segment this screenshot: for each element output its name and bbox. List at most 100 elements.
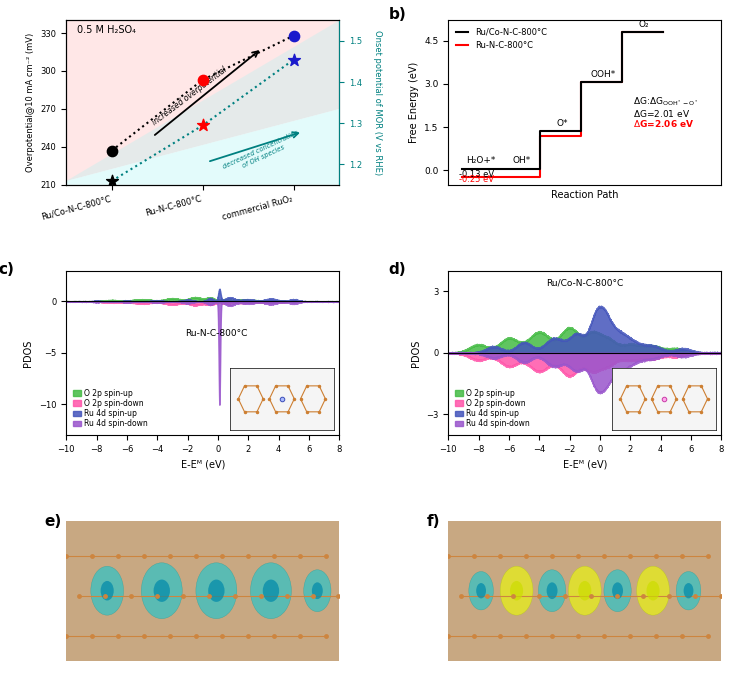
Ellipse shape <box>684 583 693 599</box>
Text: 0.5 M H₂SO₄: 0.5 M H₂SO₄ <box>77 25 136 35</box>
Ru/Co-N-C-800°C <box>577 127 586 136</box>
Ellipse shape <box>500 567 533 615</box>
Ellipse shape <box>612 582 623 599</box>
Y-axis label: PDOS: PDOS <box>411 339 421 366</box>
Y-axis label: Free Energy (eV): Free Energy (eV) <box>408 62 419 143</box>
Ellipse shape <box>510 581 523 601</box>
Ru/Co-N-C-800°C <box>458 165 467 173</box>
Text: $\Delta$G=2.06 eV: $\Delta$G=2.06 eV <box>632 118 694 129</box>
Line: Ru/Co-N-C-800°C: Ru/Co-N-C-800°C <box>462 32 663 169</box>
Ru/Co-N-C-800°C <box>536 127 545 136</box>
Ru/Co-N-C-800°C <box>618 28 627 36</box>
Ru/Co-N-C-800°C <box>621 28 630 36</box>
Text: OOH*: OOH* <box>590 70 616 79</box>
X-axis label: Reaction Path: Reaction Path <box>551 190 618 200</box>
Polygon shape <box>66 20 339 181</box>
Y-axis label: PDOS: PDOS <box>24 339 33 366</box>
Ru/Co-N-C-800°C <box>539 127 548 136</box>
Ru/Co-N-C-800°C <box>495 165 504 173</box>
X-axis label: E-Eᴹ (eV): E-Eᴹ (eV) <box>562 459 607 469</box>
Ru-N-C-800°C <box>536 172 545 180</box>
Point <box>106 176 118 187</box>
Ru/Co-N-C-800°C <box>659 28 668 36</box>
X-axis label: E-Eᴹ (eV): E-Eᴹ (eV) <box>180 459 225 469</box>
Legend: O 2p spin-up, O 2p spin-down, Ru 4d spin-up, Ru 4d spin-down: O 2p spin-up, O 2p spin-down, Ru 4d spin… <box>452 385 533 431</box>
Ru-N-C-800°C <box>618 78 627 86</box>
Text: -0.13 eV: -0.13 eV <box>459 170 494 179</box>
Text: increased overpotential: increased overpotential <box>150 65 228 127</box>
Ru/Co-N-C-800°C <box>618 78 627 86</box>
Polygon shape <box>66 20 339 181</box>
Ru/Co-N-C-800°C <box>577 78 586 86</box>
Text: $\Delta$G:$\Delta$G$_{\mathrm{OOH^*-O^*}}$: $\Delta$G:$\Delta$G$_{\mathrm{OOH^*-O^*}… <box>632 95 698 108</box>
Point <box>106 145 118 156</box>
Text: b): b) <box>389 7 406 22</box>
Ellipse shape <box>547 582 558 599</box>
Ellipse shape <box>539 570 566 612</box>
Text: decreased concentration
of OH species: decreased concentration of OH species <box>222 130 302 176</box>
Ru/Co-N-C-800°C <box>618 78 627 86</box>
Ru-N-C-800°C <box>458 172 467 180</box>
Ru/Co-N-C-800°C <box>495 165 504 173</box>
Ru-N-C-800°C <box>495 172 504 180</box>
Y-axis label: Onset potential of MOR (V vs RHE): Onset potential of MOR (V vs RHE) <box>372 30 381 175</box>
Text: f): f) <box>426 514 440 529</box>
Text: e): e) <box>44 514 62 529</box>
Ellipse shape <box>196 563 237 618</box>
Ru-N-C-800°C <box>618 78 627 86</box>
Text: OH*: OH* <box>512 157 531 165</box>
Polygon shape <box>66 109 339 185</box>
Ellipse shape <box>568 567 601 615</box>
Point <box>197 74 208 85</box>
Point <box>197 120 208 131</box>
Ellipse shape <box>208 580 224 602</box>
Ellipse shape <box>91 567 124 615</box>
Ellipse shape <box>604 570 631 612</box>
Ellipse shape <box>154 580 170 602</box>
Ellipse shape <box>250 563 291 618</box>
Text: Ru/Co-N-C-800°C: Ru/Co-N-C-800°C <box>546 279 623 288</box>
Ru/Co-N-C-800°C <box>498 165 507 173</box>
Text: O₂: O₂ <box>639 20 649 29</box>
Point <box>288 30 300 41</box>
Ellipse shape <box>578 581 591 601</box>
Ru-N-C-800°C <box>581 78 590 86</box>
Ru/Co-N-C-800°C <box>581 78 590 86</box>
Ellipse shape <box>304 570 331 612</box>
Line: Ru-N-C-800°C: Ru-N-C-800°C <box>462 32 663 176</box>
Ellipse shape <box>676 571 701 610</box>
Ellipse shape <box>312 582 323 599</box>
Ru-N-C-800°C <box>498 172 507 180</box>
Ru-N-C-800°C <box>536 131 545 140</box>
Ru-N-C-800°C <box>618 28 627 36</box>
Ellipse shape <box>476 583 486 599</box>
Ru-N-C-800°C <box>577 78 586 86</box>
Ru/Co-N-C-800°C <box>536 165 545 173</box>
Ru-N-C-800°C <box>659 28 668 36</box>
Text: d): d) <box>389 262 406 277</box>
Legend: O 2p spin-up, O 2p spin-down, Ru 4d spin-up, Ru 4d spin-down: O 2p spin-up, O 2p spin-down, Ru 4d spin… <box>70 385 151 431</box>
Ru/Co-N-C-800°C <box>536 165 545 173</box>
Ellipse shape <box>101 581 114 601</box>
Text: O*: O* <box>556 119 568 128</box>
Ellipse shape <box>469 571 493 610</box>
Ru-N-C-800°C <box>539 131 548 140</box>
Ru-N-C-800°C <box>536 172 545 180</box>
Ellipse shape <box>263 580 279 602</box>
Ellipse shape <box>646 581 659 601</box>
Text: -0.25 eV: -0.25 eV <box>459 176 494 185</box>
Ellipse shape <box>637 567 670 615</box>
Ellipse shape <box>141 563 183 618</box>
Ru/Co-N-C-800°C <box>577 127 586 136</box>
Text: $\Delta$G=2.01 eV: $\Delta$G=2.01 eV <box>632 108 690 119</box>
Ru/Co-N-C-800°C <box>495 165 504 173</box>
Ru-N-C-800°C <box>621 28 630 36</box>
Legend: Ru/Co-N-C-800°C, Ru-N-C-800°C: Ru/Co-N-C-800°C, Ru-N-C-800°C <box>453 25 551 53</box>
Point <box>288 54 300 65</box>
Ru-N-C-800°C <box>577 131 586 140</box>
Ru-N-C-800°C <box>495 172 504 180</box>
Ru-N-C-800°C <box>495 172 504 180</box>
Y-axis label: Overpotential@10 mA cm⁻² (mV): Overpotential@10 mA cm⁻² (mV) <box>26 33 35 172</box>
Text: c): c) <box>0 262 14 277</box>
Text: Ru-N-C-800°C: Ru-N-C-800°C <box>185 330 247 338</box>
